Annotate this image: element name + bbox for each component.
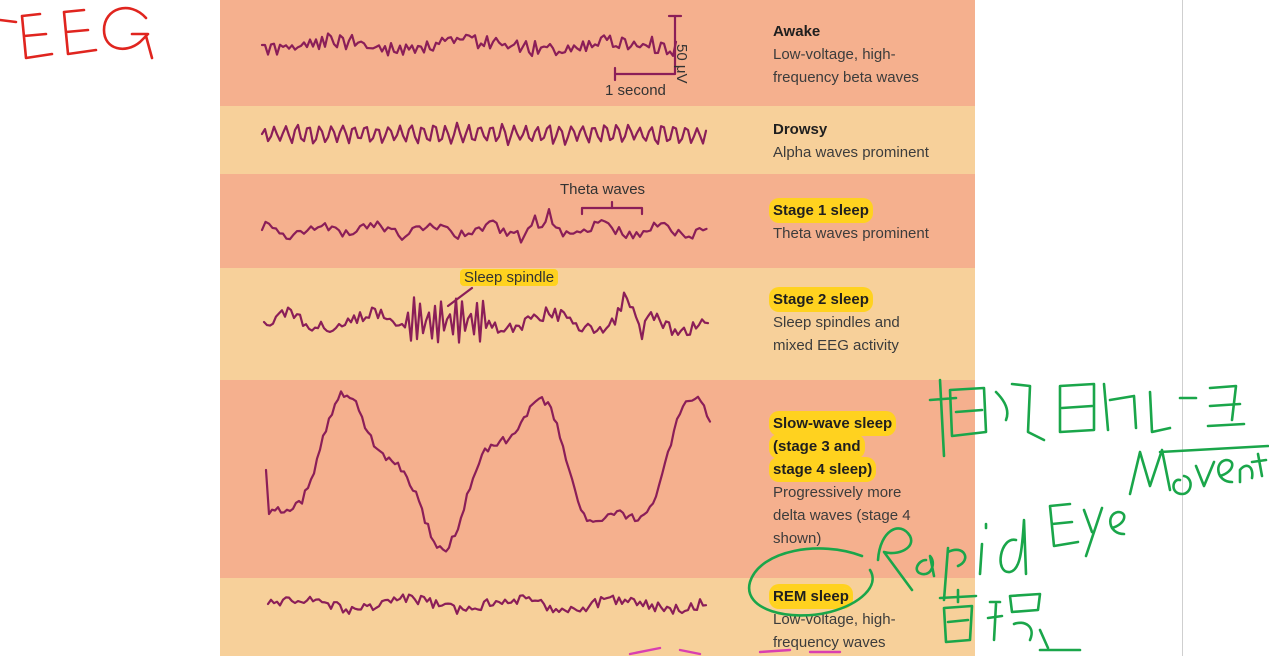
wave-stage1 [260,208,708,244]
theta-waves-label: Theta waves [560,181,646,198]
stage-title: stage 4 sleep) [773,461,873,478]
stage-title: Stage 2 sleep [773,291,869,308]
stage-title: Drowsy [773,121,828,138]
sleep-spindle-label: Sleep spindle [460,269,559,286]
stage-desc: Progressively more [773,484,902,501]
label-rem: REM sleep Low-voltage, high- frequency w… [773,585,896,654]
stage-title: (stage 3 and [773,438,861,455]
label-sws: Slow-wave sleep (stage 3 and stage 4 sle… [773,412,911,550]
label-stage1: Stage 1 sleep Theta waves prominent [773,199,929,245]
handwritten-eeg-note [0,6,154,60]
band-drowsy [220,106,975,174]
stage-desc: delta waves (stage 4 [773,507,911,524]
wave-sws [264,390,712,553]
stage-title: Awake [773,23,821,40]
page-edge-divider [1182,0,1183,656]
stage-desc: Sleep spindles and [773,314,900,331]
wave-drowsy [260,121,708,147]
scale-bar [613,14,683,82]
wave-awake [260,32,678,58]
stage-title: REM sleep [773,588,849,605]
stage-desc: frequency waves [773,634,886,651]
eeg-figure: 1 second 50 μV Theta waves Sleep spindle… [220,0,975,656]
stage-desc: shown) [773,530,822,547]
stage-desc: Theta waves prominent [773,225,929,242]
stage-desc: Alpha waves prominent [773,144,929,161]
stage-desc: Low-voltage, high- [773,46,896,63]
label-drowsy: Drowsy Alpha waves prominent [773,118,929,164]
stage-title: Stage 1 sleep [773,202,869,219]
voltage-scale-label: 50 μV [673,44,690,84]
band-stage1 [220,174,975,268]
time-scale-label: 1 second [605,82,666,99]
stage-desc: frequency beta waves [773,69,919,86]
theta-bracket [580,200,644,216]
stage-desc: mixed EEG activity [773,337,899,354]
spindle-leader [446,286,474,308]
stage-title: Slow-wave sleep [773,415,893,432]
wave-stage2 [262,291,710,344]
label-stage2: Stage 2 sleep Sleep spindles and mixed E… [773,288,900,357]
label-awake: Awake Low-voltage, high- frequency beta … [773,20,919,89]
wave-rem [266,593,708,615]
stage-desc: Low-voltage, high- [773,611,896,628]
band-awake [220,0,975,106]
eeg-waves [260,14,712,615]
band-sws [220,380,975,578]
